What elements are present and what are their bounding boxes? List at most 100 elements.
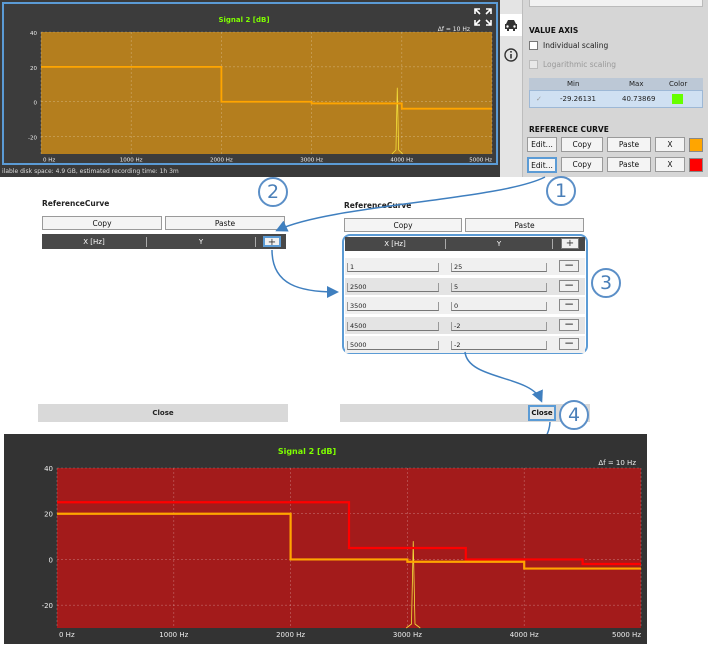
x-tick-label: 0 Hz [43, 158, 55, 164]
x-tick-label: 4000 Hz [390, 158, 413, 164]
tab-info[interactable] [500, 44, 522, 66]
ref1-clear-button[interactable]: X [655, 137, 685, 152]
y-tick-label: 20 [44, 511, 53, 519]
reference-curve-1 [57, 512, 641, 570]
right-dialog-close-button[interactable]: Close [528, 405, 556, 421]
remove-row-button[interactable]: − [559, 337, 579, 350]
top-plot-area [41, 32, 492, 154]
settings-panel: VALUE AXIS Individual scaling Logarithmi… [522, 0, 708, 177]
ref2-edit-button[interactable]: Edit... [527, 157, 557, 173]
row-x-input[interactable]: 5000 [347, 341, 439, 350]
table-row: 1 25 − [345, 258, 585, 275]
check-mark-icon: ✓ [536, 95, 542, 103]
remove-row-button[interactable]: − [559, 318, 579, 331]
axis-color-swatch[interactable] [672, 94, 683, 104]
left-dialog-copy-button[interactable]: Copy [42, 216, 162, 230]
table-row: 5000 -2 − [345, 336, 585, 353]
table-row: 2500 5 − [345, 277, 585, 295]
row-x-input[interactable]: 1 [347, 263, 439, 272]
ref2-clear-button[interactable]: X [655, 157, 685, 172]
remove-row-button[interactable]: − [559, 279, 579, 292]
left-col-y: Y [198, 237, 204, 246]
x-tick-label: 1000 Hz [120, 158, 143, 164]
right-add-row-button[interactable]: + [561, 238, 579, 249]
min-value: -29.26131 [560, 95, 596, 103]
col-color: Color [669, 80, 688, 88]
row-y-input[interactable]: 5 [451, 282, 547, 292]
right-dialog-copy-button[interactable]: Copy [344, 218, 462, 232]
row-y-input[interactable]: 0 [451, 302, 547, 311]
y-tick-label: -20 [42, 602, 53, 610]
side-tab-strip [500, 0, 522, 177]
remove-row-button[interactable]: − [559, 298, 579, 311]
log-scaling-checkbox [529, 60, 538, 69]
right-col-x: X [Hz] [384, 240, 406, 248]
ref1-paste-button[interactable]: Paste [607, 137, 651, 152]
x-tick-label: 3000 Hz [300, 158, 323, 164]
row-x-input[interactable]: 2500 [347, 282, 439, 292]
col-min: Min [567, 80, 580, 88]
max-value: 40.73869 [622, 95, 656, 103]
ref1-color-swatch[interactable] [689, 138, 703, 152]
info-icon [504, 48, 518, 62]
ref2-copy-button[interactable]: Copy [561, 157, 603, 172]
arrow-add-to-table [271, 249, 339, 298]
bottom-chart-title: Signal 2 [dB] [278, 447, 336, 456]
row-x-input[interactable]: 3500 [347, 302, 439, 311]
arrow-table-to-close [464, 351, 543, 403]
row-y-input[interactable]: -2 [451, 321, 547, 331]
header-divider [552, 239, 553, 249]
top-chart-frame[interactable]: Signal 2 [dB] Δf = 10 Hz 40 20 0 -20 0 Hz 10… [2, 2, 498, 165]
top-chart-panel: Signal 2 [dB] Δf = 10 Hz 40 20 0 -20 0 Hz 10… [0, 0, 502, 177]
tab-car[interactable] [500, 14, 522, 36]
disk-status-text: ilable disk space: 4.9 GB, estimated rec… [0, 167, 502, 177]
col-max: Max [629, 80, 644, 88]
x-tick-label: 3000 Hz [393, 631, 422, 639]
table-row: 4500 -2 − [345, 316, 585, 334]
axis-table-row[interactable]: ✓ -29.26131 40.73869 [529, 90, 703, 108]
spectrum-peak [405, 541, 421, 629]
header-divider [445, 239, 446, 249]
row-y-input[interactable]: -2 [451, 341, 547, 350]
bottom-chart: Signal 2 [dB] Δf = 10 Hz 40 20 0 -20 0 Hz 10… [42, 447, 642, 639]
y-tick-label: 0 [34, 101, 38, 107]
x-tick-label: 2000 Hz [210, 158, 233, 164]
spectrum-peak [391, 87, 403, 155]
log-scaling-row: Logarithmic scaling [529, 60, 616, 69]
y-tick-label: 40 [30, 31, 37, 37]
remove-row-button[interactable]: − [559, 259, 579, 272]
top-chart-title: Signal 2 [dB] [218, 16, 269, 24]
row-x-input[interactable]: 4500 [347, 321, 439, 331]
fullscreen-icon[interactable] [474, 8, 492, 26]
y-tick-label: 0 [49, 556, 53, 564]
value-axis-title: VALUE AXIS [529, 26, 579, 35]
individual-scaling-row[interactable]: Individual scaling [529, 41, 608, 50]
right-dialog-paste-button[interactable]: Paste [465, 218, 584, 232]
left-dialog-close-button[interactable]: Close [38, 404, 288, 422]
reference-curve-title: REFERENCE CURVE [529, 125, 609, 134]
left-dialog-title: ReferenceCurve [42, 199, 110, 208]
ref2-color-swatch[interactable] [689, 158, 703, 172]
step-badge-3: 3 [591, 268, 621, 298]
left-add-row-button[interactable]: + [263, 236, 281, 248]
x-tick-label: 2000 Hz [276, 631, 305, 639]
arrow-edit-to-add [275, 176, 546, 232]
x-tick-label: 1000 Hz [159, 631, 188, 639]
y-tick-label: -20 [28, 136, 37, 142]
axis-table-header: Min Max Color [529, 78, 703, 90]
row-y-input[interactable]: 25 [451, 263, 547, 272]
reference-curve-2 [57, 501, 641, 566]
y-tick-label: 20 [30, 66, 37, 72]
x-tick-label: 5000 Hz [469, 158, 492, 164]
ref2-paste-button[interactable]: Paste [607, 157, 651, 172]
ref1-edit-button[interactable]: Edit... [527, 137, 557, 152]
bottom-chart-df: Δf = 10 Hz [598, 459, 636, 467]
step-badge-4: 4 [559, 400, 589, 430]
right-dialog-title: ReferenceCurve [344, 201, 412, 210]
left-dialog-table-header: X [Hz] Y [42, 234, 286, 249]
individual-scaling-checkbox[interactable] [529, 41, 538, 50]
step-badge-1: 1 [546, 176, 576, 206]
ref1-copy-button[interactable]: Copy [561, 137, 603, 152]
log-scaling-label: Logarithmic scaling [543, 60, 617, 69]
x-tick-label: 5000 Hz [612, 631, 641, 639]
